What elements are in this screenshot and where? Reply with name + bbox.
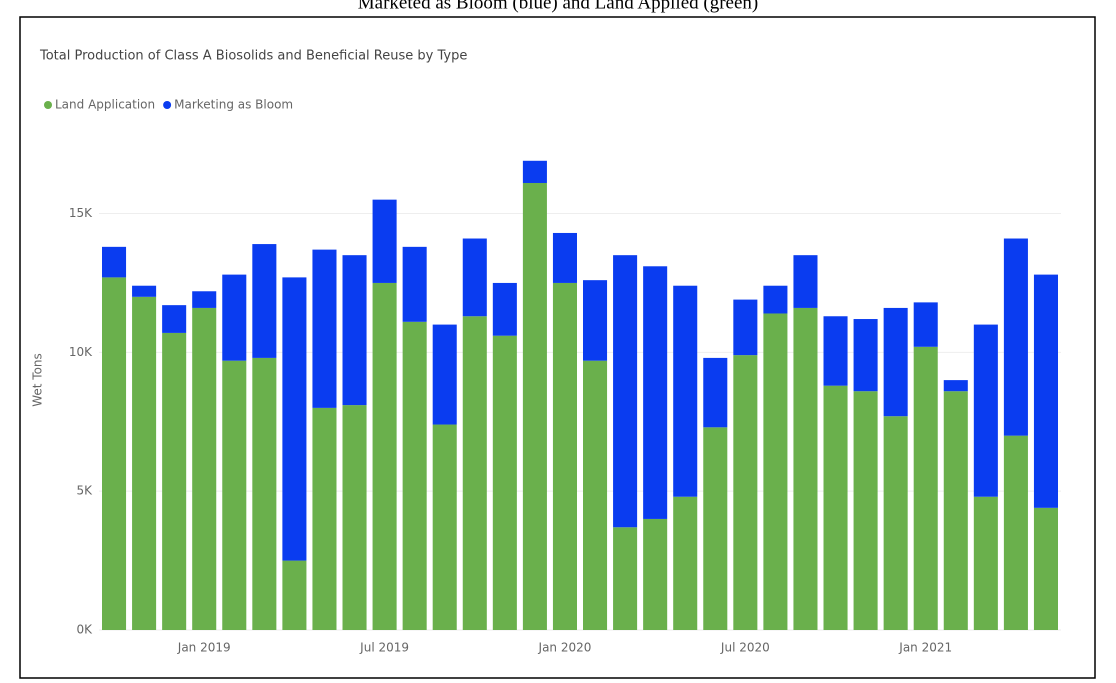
bar-segment	[1003, 238, 1028, 436]
bar-segment	[192, 307, 217, 630]
bar-segment	[192, 291, 217, 308]
bar-segment	[733, 355, 758, 630]
bar-segment	[252, 357, 277, 630]
bar-segment	[973, 496, 998, 630]
legend-label: Land Application	[55, 98, 155, 112]
x-tick-label: Jul 2020	[720, 641, 770, 655]
bar-segment	[793, 307, 818, 630]
y-tick-label: 0K	[76, 623, 93, 637]
bar-segment	[132, 285, 157, 297]
bar-segment	[462, 238, 487, 317]
bar-segment	[853, 319, 878, 392]
bar-segment	[643, 518, 668, 630]
bar-segment	[552, 282, 577, 630]
bar-segment	[402, 321, 427, 630]
bar-segment	[162, 305, 187, 333]
bar-segment	[282, 560, 307, 630]
bar-segment	[973, 324, 998, 497]
bar-segment	[522, 182, 547, 631]
bar-segment	[853, 391, 878, 630]
bar-segment	[1033, 274, 1058, 508]
bar-segment	[883, 416, 908, 630]
bar-segment	[282, 277, 307, 561]
bar-segment	[492, 335, 517, 630]
bar-segment	[1003, 435, 1028, 630]
bar-segment	[222, 274, 247, 361]
bar-segment	[462, 316, 487, 630]
bar-segment	[763, 313, 788, 630]
legend-label: Marketing as Bloom	[174, 98, 293, 112]
y-tick-label: 5K	[76, 484, 93, 498]
bar-segment	[102, 277, 127, 630]
x-tick-label: Jul 2019	[359, 641, 409, 655]
y-tick-label: 10K	[69, 345, 93, 359]
legend-swatch	[44, 101, 52, 109]
bar-segment	[883, 307, 908, 417]
bar-segment	[763, 285, 788, 314]
bar-segment	[823, 316, 848, 386]
bar-segment	[372, 199, 397, 283]
legend-swatch	[163, 101, 172, 109]
bar-segment	[613, 255, 638, 528]
caption: Marketed as Bloom (blue) and Land Applie…	[358, 0, 758, 13]
x-tick-label: Jan 2020	[538, 641, 592, 655]
bar-segment	[252, 244, 277, 358]
bar-segment	[402, 246, 427, 322]
bar-segment	[703, 427, 728, 630]
x-tick-label: Jan 2021	[898, 641, 952, 655]
bar-segment	[943, 391, 968, 630]
bar-segment	[733, 299, 758, 356]
bar-segment	[583, 360, 608, 630]
bar-segment	[132, 296, 157, 630]
bar-segment	[613, 527, 638, 630]
bar-segment	[492, 282, 517, 336]
bar-segment	[643, 266, 668, 519]
bar-segment	[793, 255, 818, 308]
bar-segment	[673, 496, 698, 630]
bar-segment	[583, 280, 608, 361]
bar-segment	[913, 346, 938, 630]
bar-segment	[432, 424, 457, 630]
y-tick-label: 15K	[69, 206, 93, 220]
frame	[19, 16, 1096, 679]
y-axis-title: Wet Tons	[31, 353, 45, 407]
bar-segment	[703, 357, 728, 428]
chart-title: Total Production of Class A Biosolids an…	[39, 49, 467, 64]
bar-segment	[162, 332, 187, 630]
bar-segment	[312, 249, 337, 408]
bar-segment	[342, 405, 367, 630]
bar-segment	[222, 360, 247, 630]
bar-segment	[1033, 507, 1058, 630]
bar-segment	[673, 285, 698, 497]
bar-segment	[372, 282, 397, 630]
bar-segment	[823, 385, 848, 630]
bar-segment	[552, 232, 577, 283]
bar-segment	[913, 302, 938, 347]
x-tick-label: Jan 2019	[177, 641, 231, 655]
bar-segment	[342, 255, 367, 406]
bar-segment	[943, 380, 968, 392]
bar-segment	[312, 407, 337, 630]
bar-segment	[102, 246, 127, 278]
bar-segment	[522, 160, 547, 183]
bar-segment	[432, 324, 457, 425]
